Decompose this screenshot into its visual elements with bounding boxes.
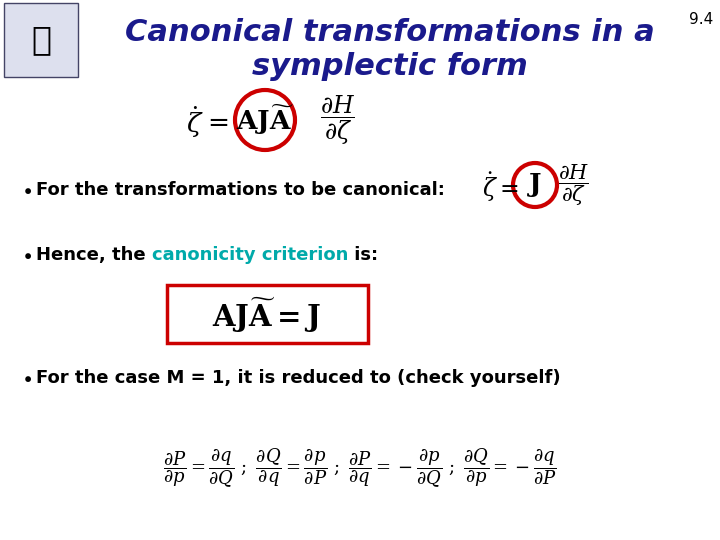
Text: Hence, the: Hence, the bbox=[36, 246, 152, 264]
Text: $\bullet$: $\bullet$ bbox=[22, 245, 32, 265]
Text: $\dot{\zeta}$: $\dot{\zeta}$ bbox=[482, 170, 498, 204]
Text: $\dfrac{\partial H}{\partial \zeta}$: $\dfrac{\partial H}{\partial \zeta}$ bbox=[558, 162, 590, 208]
Text: $\mathbf{AJ\widetilde{A}}$: $\mathbf{AJ\widetilde{A}}$ bbox=[236, 103, 294, 137]
Text: $=$: $=$ bbox=[202, 109, 228, 135]
Text: 9.4: 9.4 bbox=[689, 12, 713, 27]
Text: $\bullet$: $\bullet$ bbox=[22, 368, 32, 388]
Text: $\bullet$: $\bullet$ bbox=[22, 180, 32, 200]
Text: For the transformations to be canonical:: For the transformations to be canonical: bbox=[36, 181, 445, 199]
FancyBboxPatch shape bbox=[4, 3, 78, 77]
Text: $\mathbf{J}$: $\mathbf{J}$ bbox=[527, 171, 543, 199]
Text: $\dfrac{\partial H}{\partial \zeta}$: $\dfrac{\partial H}{\partial \zeta}$ bbox=[320, 93, 355, 147]
Text: is:: is: bbox=[348, 246, 379, 264]
Text: canonicity criterion: canonicity criterion bbox=[152, 246, 348, 264]
Text: 🦎: 🦎 bbox=[31, 24, 51, 57]
Text: $=$: $=$ bbox=[495, 175, 519, 199]
Text: $\dot{\zeta}$: $\dot{\zeta}$ bbox=[186, 104, 204, 140]
FancyBboxPatch shape bbox=[167, 285, 368, 343]
Text: $\dfrac{\partial P}{\partial p} = \dfrac{\partial q}{\partial Q}\ ;\ \dfrac{\par: $\dfrac{\partial P}{\partial p} = \dfrac… bbox=[163, 447, 557, 490]
Text: For the case M = 1, it is reduced to (check yourself): For the case M = 1, it is reduced to (ch… bbox=[36, 369, 561, 387]
Text: Canonical transformations in a: Canonical transformations in a bbox=[125, 18, 655, 47]
Text: $\mathbf{AJ\widetilde{A} = J}$: $\mathbf{AJ\widetilde{A} = J}$ bbox=[212, 295, 322, 334]
Text: symplectic form: symplectic form bbox=[252, 52, 528, 81]
